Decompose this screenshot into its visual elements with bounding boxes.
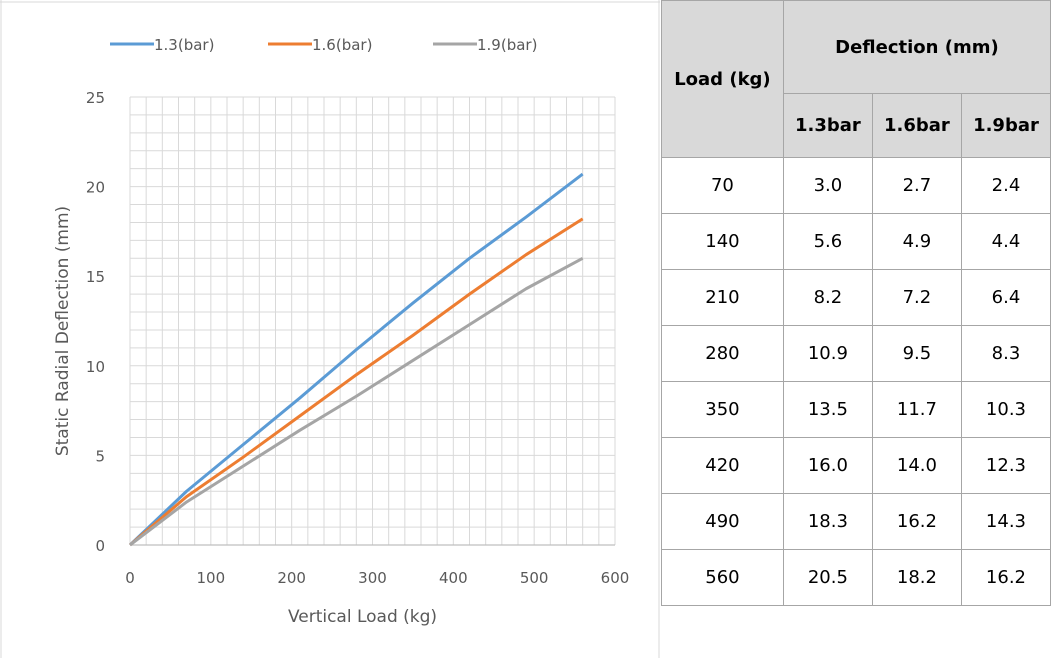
header-load: Load (kg) <box>661 0 784 158</box>
legend-label: 1.6(bar) <box>312 36 372 54</box>
cell-1-3bar: 10.9 <box>782 325 873 382</box>
cell-1-3bar: 18.3 <box>782 493 873 550</box>
x-tick-label: 300 <box>358 569 387 587</box>
y-tick-label: 15 <box>86 268 105 286</box>
y-tick-label: 10 <box>86 358 105 376</box>
header-deflection: Deflection (mm) <box>782 0 1051 94</box>
legend-label: 1.3(bar) <box>154 36 214 54</box>
deflection-table: Load (kg) Deflection (mm) 1.3bar 1.6bar … <box>661 0 1051 606</box>
cell-load: 350 <box>661 381 784 438</box>
cell-1-6bar: 18.2 <box>871 549 962 606</box>
cell-1-3bar: 8.2 <box>782 269 873 326</box>
cell-load: 490 <box>661 493 784 550</box>
cell-1-9bar: 6.4 <box>960 269 1051 326</box>
cell-1-6bar: 14.0 <box>871 437 962 494</box>
cell-load: 280 <box>661 325 784 382</box>
cell-1-9bar: 2.4 <box>960 157 1051 214</box>
cell-1-3bar: 3.0 <box>782 157 873 214</box>
cell-load: 210 <box>661 269 784 326</box>
cell-load: 70 <box>661 157 784 214</box>
table-row: 490 18.3 16.2 14.3 <box>661 493 1051 550</box>
cell-1-6bar: 11.7 <box>871 381 962 438</box>
x-tick-label: 100 <box>197 569 226 587</box>
cell-1-6bar: 4.9 <box>871 213 962 270</box>
table-row: 140 5.6 4.9 4.4 <box>661 213 1051 270</box>
cell-1-3bar: 5.6 <box>782 213 873 270</box>
cell-load: 560 <box>661 549 784 606</box>
y-axis-title: Static Radial Deflection (mm) <box>53 206 73 456</box>
x-tick-label: 600 <box>601 569 630 587</box>
cell-load: 420 <box>661 437 784 494</box>
x-tick-label: 400 <box>439 569 468 587</box>
table-row: 280 10.9 9.5 8.3 <box>661 325 1051 382</box>
legend-label: 1.9(bar) <box>477 36 537 54</box>
cell-1-9bar: 16.2 <box>960 549 1051 606</box>
cell-1-9bar: 10.3 <box>960 381 1051 438</box>
table-row: 350 13.5 11.7 10.3 <box>661 381 1051 438</box>
cell-1-3bar: 13.5 <box>782 381 873 438</box>
cell-1-3bar: 16.0 <box>782 437 873 494</box>
cell-1-9bar: 14.3 <box>960 493 1051 550</box>
x-axis-title: Vertical Load (kg) <box>288 607 437 627</box>
y-tick-label: 5 <box>95 447 105 465</box>
y-tick-label: 0 <box>95 537 105 555</box>
y-tick-label: 25 <box>86 89 105 107</box>
cell-1-9bar: 4.4 <box>960 213 1051 270</box>
x-tick-label: 500 <box>520 569 549 587</box>
cell-1-9bar: 12.3 <box>960 437 1051 494</box>
line-chart: 0 100 200 300 400 500 600 0 5 10 15 20 25 Vertical Lo… <box>0 0 660 658</box>
table-row: 560 20.5 18.2 16.2 <box>661 549 1051 606</box>
subheader-1-6bar: 1.6bar <box>871 93 962 158</box>
table-row: 210 8.2 7.2 6.4 <box>661 269 1051 326</box>
chart-panel: 0 100 200 300 400 500 600 0 5 10 15 20 25 Vertical Lo… <box>0 0 660 658</box>
table-body: 70 3.0 2.7 2.4 140 5.6 4.9 4.4 210 8.2 7.2 6.4 280 10… <box>661 157 1051 606</box>
subheader-1-3bar: 1.3bar <box>782 93 873 158</box>
cell-load: 140 <box>661 213 784 270</box>
table-row: 420 16.0 14.0 12.3 <box>661 437 1051 494</box>
x-tick-label: 200 <box>277 569 306 587</box>
cell-1-6bar: 2.7 <box>871 157 962 214</box>
cell-1-6bar: 7.2 <box>871 269 962 326</box>
cell-1-6bar: 9.5 <box>871 325 962 382</box>
x-tick-label: 0 <box>125 569 135 587</box>
cell-1-3bar: 20.5 <box>782 549 873 606</box>
y-tick-label: 20 <box>86 179 105 197</box>
table-row: 70 3.0 2.7 2.4 <box>661 157 1051 214</box>
subheader-1-9bar: 1.9bar <box>960 93 1051 158</box>
cell-1-9bar: 8.3 <box>960 325 1051 382</box>
cell-1-6bar: 16.2 <box>871 493 962 550</box>
